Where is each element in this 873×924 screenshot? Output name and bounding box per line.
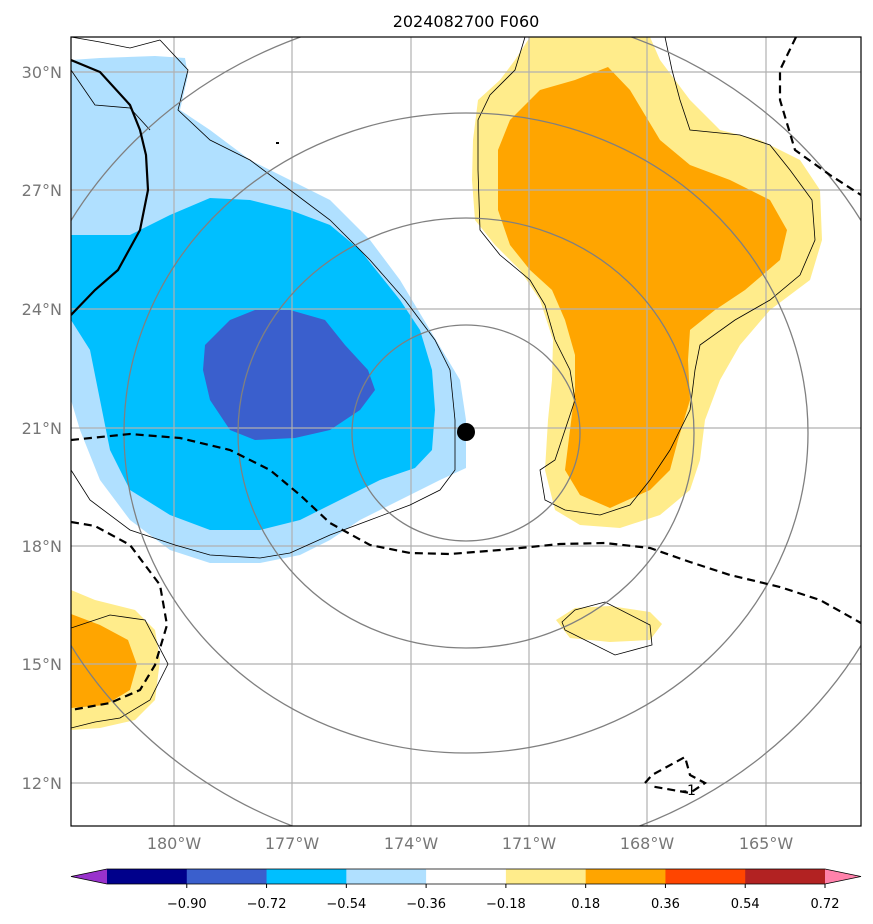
contour-southwest-outline [71,614,169,729]
dashed-contour-middle [71,432,861,624]
royal-blue-region [203,310,375,440]
contour-yellow-outline [477,37,816,516]
orange-region-southwest [71,614,137,708]
colorbar-label: 0.18 [571,897,600,912]
colorbar-segment [745,869,826,884]
colorbar-extend-min [71,869,107,884]
colorbar-segment [107,869,188,884]
lon-tick-label: 168°W [620,834,675,853]
colorbar-segment [665,869,746,884]
dashed-contour-southwest [71,520,169,712]
lon-tick-label: 177°W [265,834,320,853]
colorbar-segment [505,869,587,884]
lat-axis: 30°N 27°N 24°N 21°N 18°N 15°N 12°N [22,63,62,793]
colorbar-segment [266,869,347,884]
range-circle-1 [351,324,581,542]
lat-tick-label: 15°N [22,655,62,674]
small-marker-dot [276,142,279,144]
colorbar-extend-max [825,869,861,884]
map-plot-area: -1 [71,37,861,826]
lon-tick-label: 180°W [147,834,202,853]
range-circles [71,37,861,826]
colorbar-label: −0.18 [486,897,526,912]
plot-frame [70,36,862,827]
colorbar-segment [346,869,427,884]
storm-center-marker [457,423,475,441]
colorbar-segment [186,869,268,884]
lat-tick-label: 24°N [22,300,62,319]
dashed-contour-northeast [778,37,861,196]
thick-contours [71,37,861,795]
lon-axis: 180°W 177°W 174°W 171°W 168°W 165°W [147,834,794,853]
lat-tick-label: 27°N [22,181,62,200]
lat-tick-label: 12°N [22,774,62,793]
range-circle-2 [237,217,695,649]
anomaly-fill-negative [71,37,466,563]
colorbar-label: 0.72 [811,897,840,912]
contour-label: -1 [682,783,696,799]
colorbar-label: 0.54 [731,897,760,912]
dashed-contour-southeast [644,755,708,795]
orange-region-north [498,67,787,508]
contour-blue-outline [71,39,456,559]
lon-tick-label: 174°W [384,834,439,853]
lon-tick-label: 171°W [502,834,557,853]
grid-lines [71,37,861,826]
lat-tick-label: 18°N [22,537,62,556]
lat-tick-label: 30°N [22,63,62,82]
range-circle-3 [123,112,809,754]
figure-title: 2024082700 F060 [393,12,540,31]
contour-north-left [71,37,161,131]
colorbar-segment [426,869,507,884]
contour-small-outline [561,601,653,656]
lon-tick-label: 165°W [739,834,794,853]
colorbar-label: −0.36 [406,897,446,912]
colorbar-label: −0.54 [326,897,366,912]
thin-contours [71,37,816,729]
colorbar: −0.90 −0.72 −0.54 −0.36 −0.18 0.18 0.36 0.54 0.7… [70,868,862,912]
colorbar-outline [70,868,862,885]
colorbar-label: −0.90 [167,897,207,912]
solid-contour-west [71,58,150,316]
light-yellow-region-small [556,606,662,642]
lat-tick-label: 21°N [22,419,62,438]
colorbar-segment [585,869,666,884]
colorbar-label: 0.36 [651,897,680,912]
colorbar-label: −0.72 [247,897,287,912]
